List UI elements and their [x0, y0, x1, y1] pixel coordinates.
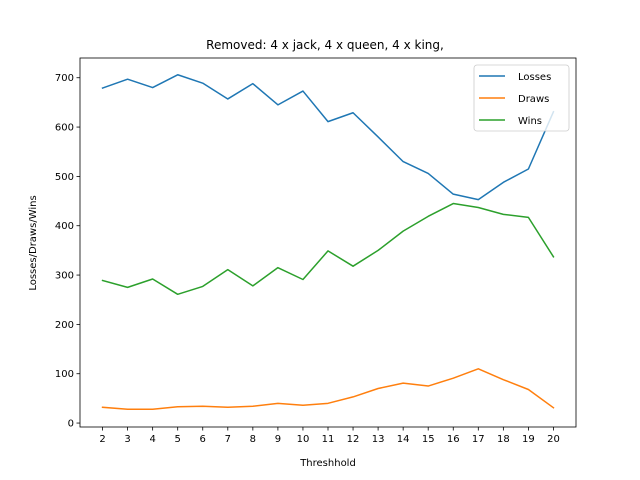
- x-tick-label: 19: [522, 434, 535, 445]
- x-tick-label: 2: [99, 434, 105, 445]
- legend-box: [473, 64, 570, 132]
- y-tick-label: 500: [55, 172, 74, 183]
- legend-label-wins: Wins: [518, 116, 542, 127]
- chart-title: Removed: 4 x jack, 4 x queen, 4 x king,: [206, 38, 444, 52]
- x-tick-label: 17: [472, 434, 485, 445]
- y-tick-label: 400: [55, 221, 74, 232]
- series-line-losses: [101, 74, 555, 201]
- y-axis: 0 100 200 300 400 500 600 700: [55, 73, 80, 430]
- x-axis: 2 3 4 5 6 7 8 9 10 11 12 13 14 15 16 17 18 19 20: [99, 427, 560, 445]
- y-axis-label: Losses/Draws/Wins: [28, 195, 39, 290]
- legend-label-losses: Losses: [518, 72, 551, 83]
- x-tick-label: 12: [347, 434, 360, 445]
- x-tick-label: 16: [447, 434, 460, 445]
- x-tick-label: 15: [422, 434, 435, 445]
- x-tick-label: 13: [372, 434, 385, 445]
- legend: Losses Draws Wins: [473, 64, 570, 132]
- series-line-draws: [101, 368, 555, 410]
- y-tick-label: 0: [68, 419, 74, 430]
- legend-label-draws: Draws: [518, 94, 549, 105]
- series-lines: [101, 74, 555, 410]
- y-tick-label: 700: [55, 73, 74, 84]
- x-tick-label: 7: [225, 434, 231, 445]
- x-tick-label: 3: [124, 434, 130, 445]
- x-tick-label: 20: [547, 434, 560, 445]
- x-tick-label: 11: [322, 434, 335, 445]
- x-tick-label: 18: [497, 434, 510, 445]
- series-line-wins: [101, 202, 555, 296]
- x-tick-label: 10: [297, 434, 310, 445]
- x-tick-label: 6: [200, 434, 206, 445]
- x-tick-label: 5: [175, 434, 181, 445]
- x-axis-label: Threshhold: [299, 458, 356, 469]
- y-tick-label: 600: [55, 123, 74, 134]
- x-tick-label: 8: [250, 434, 256, 445]
- x-tick-label: 14: [397, 434, 410, 445]
- y-tick-label: 100: [55, 369, 74, 380]
- y-tick-label: 200: [55, 320, 74, 331]
- x-tick-label: 4: [149, 434, 155, 445]
- y-tick-label: 300: [55, 271, 74, 282]
- x-tick-label: 9: [275, 434, 281, 445]
